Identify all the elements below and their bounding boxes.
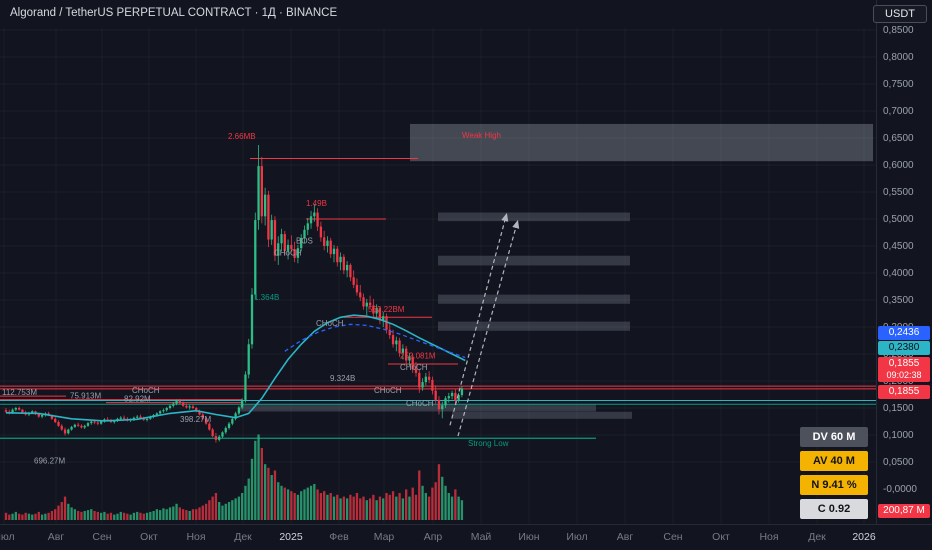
chart-annotation: 1.49В xyxy=(306,199,327,208)
time-axis-label: Ноя xyxy=(759,531,779,543)
time-axis-label: Окт xyxy=(712,531,730,543)
price-axis-label: 0,0500 xyxy=(883,457,914,468)
chart-annotation: 1.364В xyxy=(254,293,279,302)
price-level-badge: 0,2436 xyxy=(878,326,930,340)
time-axis-label: Авг xyxy=(47,531,65,543)
chart-annotation: CHoCH xyxy=(316,319,344,328)
time-axis-label: Июн xyxy=(518,531,540,543)
price-axis-label: 0,5500 xyxy=(883,187,914,198)
indicator-badge-n[interactable]: N 9.41 % xyxy=(800,475,868,495)
price-axis-label: -0,0000 xyxy=(883,484,917,495)
time-axis-label: 2025 xyxy=(279,531,303,543)
last-price-badge: 0,1855 09:02:38 xyxy=(878,357,930,382)
chart-annotation: CHoCH xyxy=(132,386,160,395)
chart-labels: 2.66МВ Weak High 1.49В BOS CHoCH 1.364В CHoCH 5… xyxy=(2,131,509,466)
volume-badge: 200,87 М xyxy=(878,504,930,518)
gridlines-layer xyxy=(0,29,877,463)
indicator-badge-dv[interactable]: DV 60 M xyxy=(800,427,868,447)
price-axis-label: 0,1000 xyxy=(883,430,914,441)
price-axis-label: 0,7500 xyxy=(883,79,914,90)
time-axis-label: Авг xyxy=(616,531,634,543)
price-axis-label: 0,7000 xyxy=(883,106,914,117)
chart-annotation: 2.66МВ xyxy=(228,132,256,141)
price-level-badge: 0,1855 xyxy=(878,385,930,399)
chart-annotation: 252.081М xyxy=(400,351,436,360)
price-axis-label: 0,4500 xyxy=(883,241,914,252)
price-axis-label: 0,6500 xyxy=(883,133,914,144)
usdt-badge[interactable]: USDT xyxy=(873,5,927,23)
candles-layer xyxy=(4,145,464,443)
price-axis-label: 0,5000 xyxy=(883,214,914,225)
indicator-badge-av[interactable]: AV 40 M xyxy=(800,451,868,471)
chart-annotation: BOS xyxy=(296,236,313,245)
chart-annotation: CHoCH xyxy=(374,386,402,395)
chart-annotation: Weak High xyxy=(462,131,501,140)
countdown-timer: 09:02:38 xyxy=(886,370,922,380)
indicator-badge-c[interactable]: C 0.92 xyxy=(800,499,868,519)
price-axis-label: 0,8000 xyxy=(883,52,914,63)
symbol-title[interactable]: Algorand / TetherUS PERPETUAL CONTRACT ·… xyxy=(10,7,338,19)
chart-annotation: 112.753М xyxy=(2,388,37,397)
time-axis-label: Май xyxy=(470,531,492,543)
time-axis-label: Сен xyxy=(663,531,683,543)
time-axis-label: Фев xyxy=(329,531,349,543)
chart-annotation: CHoCH xyxy=(274,249,302,258)
chart-annotation: Strong Low xyxy=(468,439,509,448)
price-axis-label: 0,4000 xyxy=(883,268,914,279)
price-axis[interactable]: 0,8500 0,8000 0,7500 0,7000 0,6500 0,6000 0,55… xyxy=(876,0,932,524)
price-axis-label: 0,1500 xyxy=(883,403,914,414)
time-axis-label: Ноя xyxy=(186,531,206,543)
chart-annotation: 75.913М xyxy=(70,391,101,400)
chart-annotation: 398.27М xyxy=(180,415,211,424)
chart-annotation: 696.27М xyxy=(34,457,65,466)
time-axis-label: Мар xyxy=(373,531,395,543)
price-axis-label: 0,8500 xyxy=(883,25,914,36)
chart-annotation: 552.22ВМ xyxy=(368,305,405,314)
time-axis-label: Июл xyxy=(566,531,588,543)
time-axis-label: Окт xyxy=(140,531,158,543)
price-axis-label: 0,6000 xyxy=(883,160,914,171)
chart-annotation: CHoCH xyxy=(400,363,428,372)
price-axis-label: 0,3500 xyxy=(883,295,914,306)
time-axis-label: Дек xyxy=(808,531,826,543)
time-axis-label: Июл xyxy=(0,531,15,543)
time-axis-label: Сен xyxy=(92,531,112,543)
price-level-badge: 0,2380 xyxy=(878,341,930,355)
time-axis[interactable]: Июл Авг Сен Окт Ноя Дек 2025 Фев Мар Апр Май Июн Июл… xyxy=(0,524,932,550)
ma-teal-line xyxy=(5,314,466,422)
projection-arrows xyxy=(449,212,520,437)
time-axis-label: Апр xyxy=(423,531,443,543)
time-axis-label: Дек xyxy=(234,531,252,543)
time-axis-label: 2026 xyxy=(852,531,876,543)
chart-annotation: 9.324В xyxy=(330,374,355,383)
chart-annotation: CHoCH xyxy=(406,399,434,408)
volume-layer xyxy=(4,434,464,520)
supply-demand-zones xyxy=(240,123,873,419)
chart-annotation: 82.92М xyxy=(124,395,151,404)
